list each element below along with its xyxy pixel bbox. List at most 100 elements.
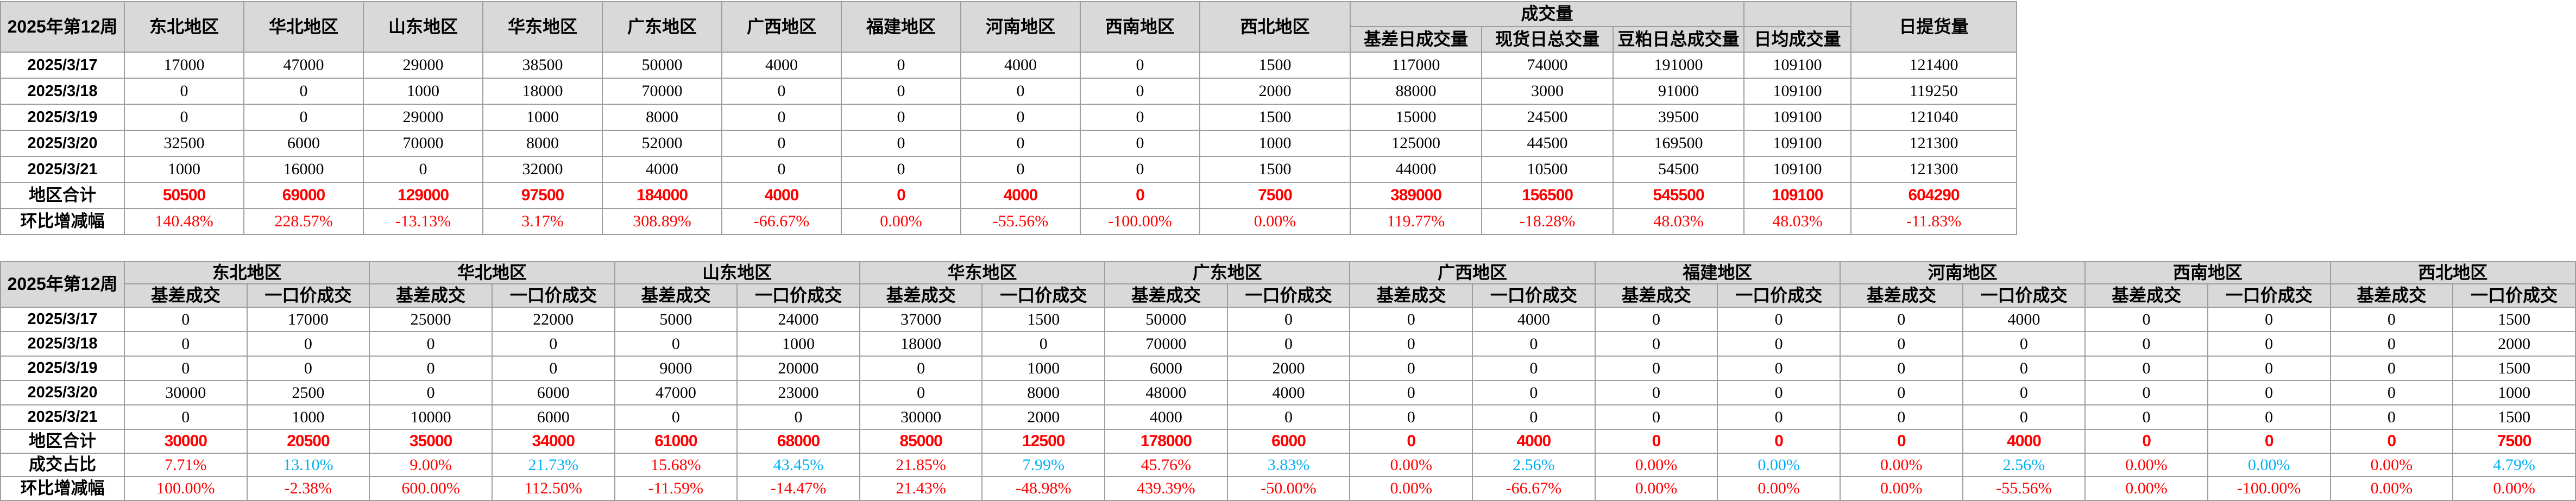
top-total-cell[interactable]: 0 [841, 182, 961, 209]
top-total-cell[interactable]: 50500 [124, 182, 244, 209]
top-total-cell[interactable]: 4000 [960, 182, 1081, 209]
fixed-price-deal-header-10[interactable]: 一口价成交 [2452, 283, 2576, 308]
share-value-cell[interactable]: 21.73% [491, 453, 615, 477]
bottom-value-cell[interactable]: 37000 [859, 307, 983, 332]
bottom-region-header-1[interactable]: 东北地区 [123, 261, 370, 284]
bottom-value-cell[interactable]: 4000 [1226, 380, 1351, 405]
bottom-total-cell[interactable]: 0 [1839, 429, 1963, 454]
top-value-cell[interactable]: 0 [1080, 156, 1200, 183]
bottom-value-cell[interactable]: 0 [1839, 380, 1963, 405]
bottom-value-cell[interactable]: 0 [123, 307, 248, 332]
bottom-value-cell[interactable]: 0 [1717, 404, 1841, 430]
top-value-cell[interactable]: 0 [124, 78, 244, 105]
basis-deal-header-10[interactable]: 基差成交 [2329, 283, 2454, 308]
bottom-value-cell[interactable]: 0 [2329, 307, 2454, 332]
top-value-cell[interactable]: 24500 [1481, 104, 1614, 131]
top-value-cell[interactable]: 1500 [1199, 104, 1351, 131]
fixed-price-deal-header-2[interactable]: 一口价成交 [491, 283, 615, 308]
top-value-cell[interactable]: 0 [841, 52, 961, 79]
share-value-cell[interactable]: 0.00% [1839, 453, 1963, 477]
bottom-value-cell[interactable]: 0 [1839, 331, 1963, 357]
bottom-total-cell[interactable]: 0 [2084, 429, 2208, 454]
top-value-cell[interactable]: 1500 [1199, 156, 1351, 183]
share-value-cell[interactable]: 43.45% [736, 453, 860, 477]
share-value-cell[interactable]: 0.00% [1717, 453, 1841, 477]
bottom-value-cell[interactable]: 10000 [369, 404, 493, 430]
bottom-value-cell[interactable]: 0 [246, 356, 370, 381]
top-pct-cell[interactable]: 119.77% [1350, 208, 1482, 235]
bottom-pct-cell[interactable]: -48.98% [981, 476, 1106, 501]
bottom-value-cell[interactable]: 2000 [981, 404, 1106, 430]
bottom-pct-cell[interactable]: -100.00% [2207, 476, 2331, 501]
top-value-cell[interactable]: 109100 [1743, 52, 1851, 79]
basis-deal-header-1[interactable]: 基差成交 [123, 283, 248, 308]
top-total-cell[interactable]: 0 [1080, 182, 1200, 209]
share-value-cell[interactable]: 0.00% [2207, 453, 2331, 477]
top-total-cell[interactable]: 545500 [1613, 182, 1744, 209]
bottom-value-cell[interactable]: 0 [1349, 307, 1473, 332]
bottom-value-cell[interactable]: 0 [1349, 356, 1473, 381]
share-value-cell[interactable]: 0.00% [1349, 453, 1473, 477]
bottom-value-cell[interactable]: 0 [2084, 307, 2208, 332]
bottom-pct-cell[interactable]: 0.00% [2084, 476, 2208, 501]
top-value-cell[interactable]: 0 [721, 130, 842, 157]
bottom-region-header-2[interactable]: 华北地区 [369, 261, 615, 284]
basis-deal-header-3[interactable]: 基差成交 [614, 283, 738, 308]
top-value-cell[interactable]: 109100 [1743, 156, 1851, 183]
bottom-value-cell[interactable]: 0 [1349, 331, 1473, 357]
top-value-cell[interactable]: 8000 [482, 130, 603, 157]
top-value-cell[interactable]: 121040 [1850, 104, 2017, 131]
top-region-header-7[interactable]: 福建地区 [841, 1, 961, 53]
share-value-cell[interactable]: 13.10% [246, 453, 370, 477]
bottom-value-cell[interactable]: 6000 [1104, 356, 1228, 381]
bottom-value-cell[interactable]: 0 [614, 331, 738, 357]
basis-deal-header-4[interactable]: 基差成交 [859, 283, 983, 308]
bottom-value-cell[interactable]: 18000 [859, 331, 983, 357]
top-value-cell[interactable]: 125000 [1350, 130, 1482, 157]
share-value-cell[interactable]: 2.56% [1472, 453, 1596, 477]
bottom-value-cell[interactable]: 4000 [1104, 404, 1228, 430]
bottom-pct-cell[interactable]: 112.50% [491, 476, 615, 501]
bottom-value-cell[interactable]: 0 [2084, 380, 2208, 405]
top-value-cell[interactable]: 54500 [1613, 156, 1744, 183]
top-value-cell[interactable]: 0 [841, 78, 961, 105]
bottom-value-cell[interactable]: 0 [2329, 331, 2454, 357]
fixed-price-deal-header-5[interactable]: 一口价成交 [1226, 283, 1351, 308]
top-subcol-header-2[interactable]: 现货日总交量 [1481, 26, 1614, 53]
top-value-cell[interactable]: 4000 [721, 52, 842, 79]
bottom-value-cell[interactable]: 0 [2207, 356, 2331, 381]
bottom-pct-cell[interactable]: 100.00% [123, 476, 248, 501]
bottom-value-cell[interactable]: 0 [1226, 331, 1351, 357]
fixed-price-deal-header-4[interactable]: 一口价成交 [981, 283, 1106, 308]
top-value-cell[interactable]: 1000 [1199, 130, 1351, 157]
bottom-value-cell[interactable]: 1000 [736, 331, 860, 357]
fixed-price-deal-header-7[interactable]: 一口价成交 [1717, 283, 1841, 308]
top-pct-cell[interactable]: -66.67% [721, 208, 842, 235]
top-pct-cell[interactable]: -55.56% [960, 208, 1081, 235]
top-total-cell[interactable]: 4000 [721, 182, 842, 209]
share-value-cell[interactable]: 21.85% [859, 453, 983, 477]
share-value-cell[interactable]: 7.99% [981, 453, 1106, 477]
bottom-value-cell[interactable]: 1500 [981, 307, 1106, 332]
top-total-cell[interactable]: 389000 [1350, 182, 1482, 209]
bottom-value-cell[interactable]: 0 [859, 380, 983, 405]
bottom-value-cell[interactable]: 0 [1472, 331, 1596, 357]
bottom-value-cell[interactable]: 0 [1962, 331, 2086, 357]
bottom-value-cell[interactable]: 0 [1472, 404, 1596, 430]
top-week-title[interactable]: 2025年第12周 [0, 1, 125, 53]
top-value-cell[interactable]: 109100 [1743, 130, 1851, 157]
basis-deal-header-7[interactable]: 基差成交 [1594, 283, 1718, 308]
bottom-region-header-4[interactable]: 华东地区 [859, 261, 1106, 284]
bottom-total-cell[interactable]: 30000 [123, 429, 248, 454]
top-value-cell[interactable]: 0 [721, 104, 842, 131]
fixed-price-deal-header-1[interactable]: 一口价成交 [246, 283, 370, 308]
top-value-cell[interactable]: 44500 [1481, 130, 1614, 157]
top-value-cell[interactable]: 4000 [960, 52, 1081, 79]
basis-deal-header-8[interactable]: 基差成交 [1839, 283, 1963, 308]
top-pct-cell[interactable]: 3.17% [482, 208, 603, 235]
bottom-total-cell[interactable]: 68000 [736, 429, 860, 454]
fixed-price-deal-header-8[interactable]: 一口价成交 [1962, 283, 2086, 308]
bottom-value-cell[interactable]: 47000 [614, 380, 738, 405]
top-total-cell[interactable]: 109100 [1743, 182, 1851, 209]
top-value-cell[interactable]: 17000 [124, 52, 244, 79]
